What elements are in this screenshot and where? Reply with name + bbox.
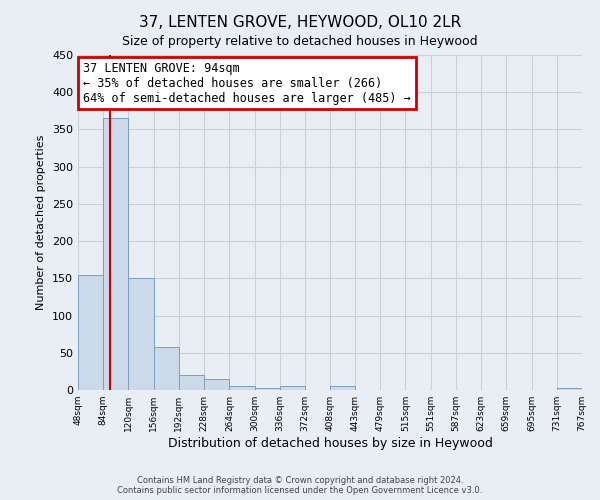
- Bar: [229, 386, 254, 390]
- Bar: [557, 388, 582, 390]
- Bar: [103, 118, 128, 390]
- Bar: [128, 278, 154, 390]
- Y-axis label: Number of detached properties: Number of detached properties: [37, 135, 46, 310]
- Text: Contains HM Land Registry data © Crown copyright and database right 2024.
Contai: Contains HM Land Registry data © Crown c…: [118, 476, 482, 495]
- Text: 37 LENTEN GROVE: 94sqm
← 35% of detached houses are smaller (266)
64% of semi-de: 37 LENTEN GROVE: 94sqm ← 35% of detached…: [83, 62, 411, 104]
- Bar: [254, 388, 280, 390]
- X-axis label: Distribution of detached houses by size in Heywood: Distribution of detached houses by size …: [167, 437, 493, 450]
- Text: 37, LENTEN GROVE, HEYWOOD, OL10 2LR: 37, LENTEN GROVE, HEYWOOD, OL10 2LR: [139, 15, 461, 30]
- Bar: [179, 375, 204, 390]
- Bar: [204, 379, 229, 390]
- Bar: [280, 386, 305, 390]
- Bar: [78, 274, 103, 390]
- Text: Size of property relative to detached houses in Heywood: Size of property relative to detached ho…: [122, 35, 478, 48]
- Bar: [154, 347, 179, 390]
- Bar: [331, 386, 355, 390]
